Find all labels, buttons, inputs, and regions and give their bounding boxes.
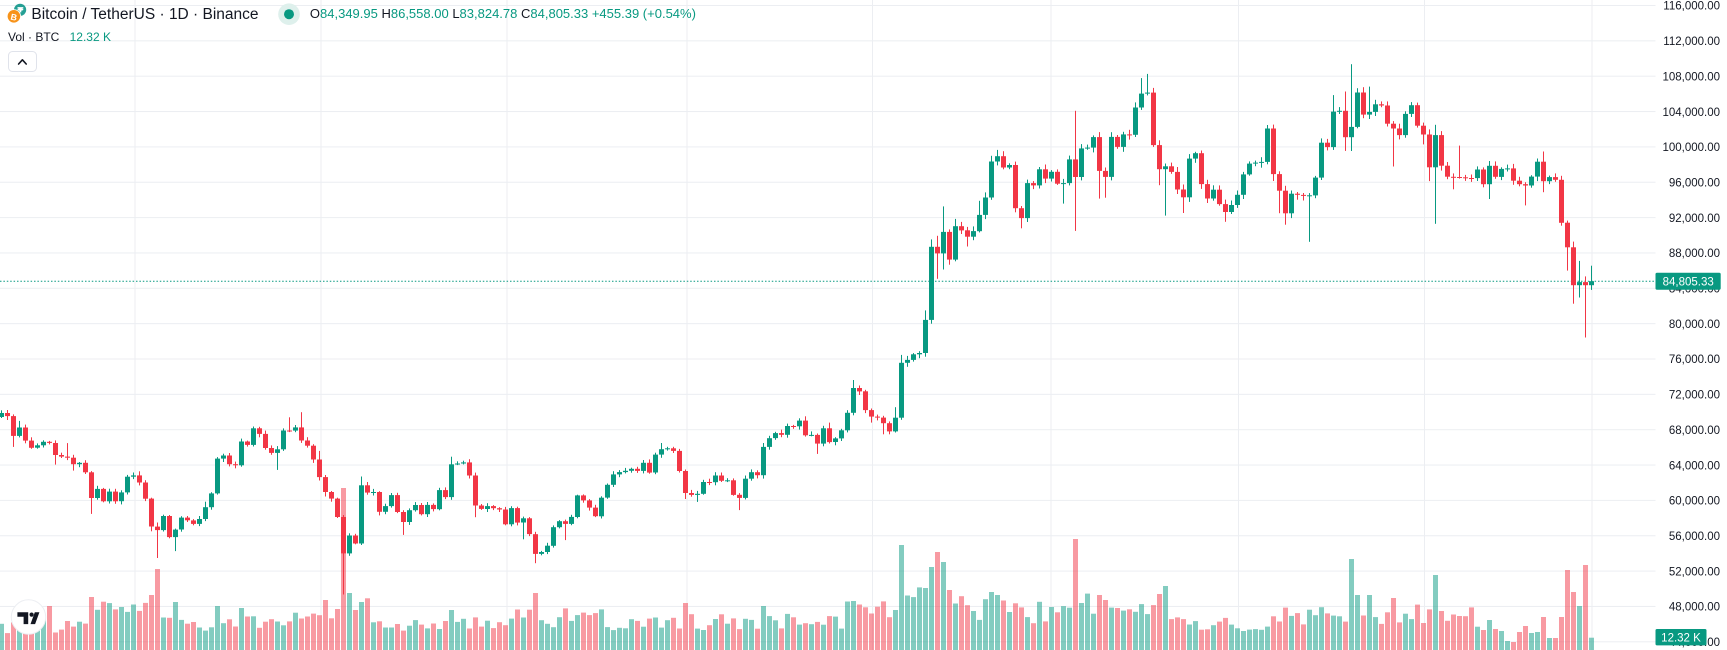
svg-text:76,000.00: 76,000.00 xyxy=(1669,354,1720,366)
svg-text:O84,349.95 H86,558.00 L83,824.: O84,349.95 H86,558.00 L83,824.78 C84,805… xyxy=(310,6,696,21)
svg-text:104,000.00: 104,000.00 xyxy=(1662,107,1720,119)
svg-text:60,000.00: 60,000.00 xyxy=(1669,496,1720,508)
svg-text:116,000.00: 116,000.00 xyxy=(1663,1,1720,13)
svg-text:Bitcoin / TetherUS · 1D · Bina: Bitcoin / TetherUS · 1D · Binance xyxy=(31,6,258,23)
svg-text:52,000.00: 52,000.00 xyxy=(1669,566,1720,578)
svg-text:92,000.00: 92,000.00 xyxy=(1669,213,1720,225)
svg-text:B: B xyxy=(10,12,18,23)
svg-text:Vol · BTC: Vol · BTC xyxy=(8,30,60,44)
svg-text:12.32 K: 12.32 K xyxy=(70,30,111,44)
svg-text:100,000.00: 100,000.00 xyxy=(1662,142,1720,154)
svg-text:112,000.00: 112,000.00 xyxy=(1663,36,1720,48)
svg-text:64,000.00: 64,000.00 xyxy=(1669,460,1720,472)
svg-text:68,000.00: 68,000.00 xyxy=(1669,425,1720,437)
svg-text:88,000.00: 88,000.00 xyxy=(1669,248,1720,260)
svg-text:108,000.00: 108,000.00 xyxy=(1662,71,1720,83)
svg-text:84,805.33: 84,805.33 xyxy=(1663,276,1714,288)
svg-text:56,000.00: 56,000.00 xyxy=(1669,531,1720,543)
svg-text:48,000.00: 48,000.00 xyxy=(1669,602,1720,614)
svg-text:12.32 K: 12.32 K xyxy=(1661,632,1701,644)
svg-text:96,000.00: 96,000.00 xyxy=(1669,177,1720,189)
svg-text:80,000.00: 80,000.00 xyxy=(1669,319,1720,331)
svg-text:72,000.00: 72,000.00 xyxy=(1669,390,1720,402)
